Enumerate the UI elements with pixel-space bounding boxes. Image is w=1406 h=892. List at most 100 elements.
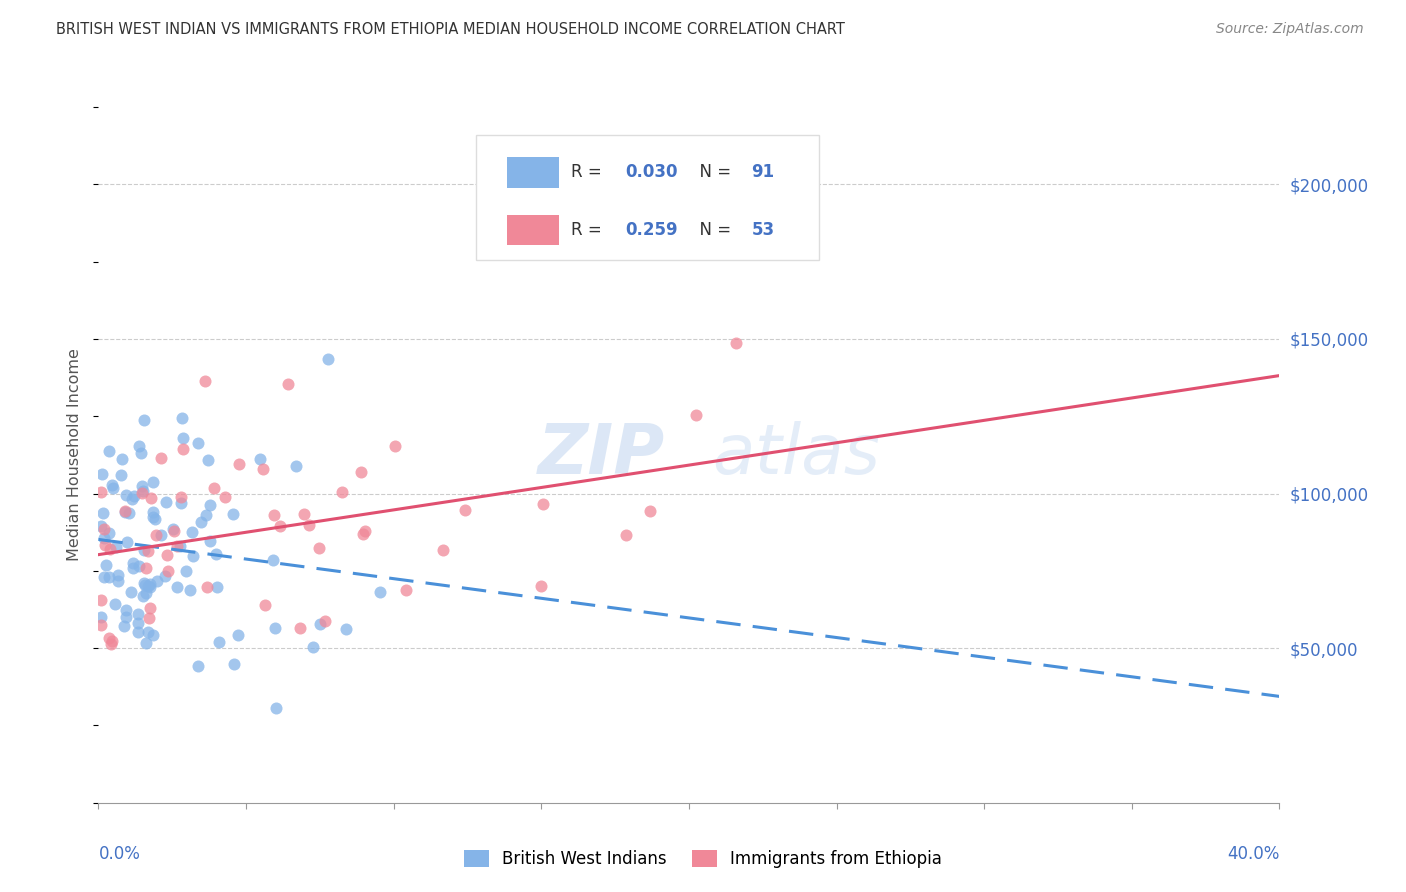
Point — [90, 518, 112, 533]
Point — [198, 498, 221, 512]
Point — [100, 477, 122, 491]
Point — [142, 628, 165, 642]
Point — [93, 522, 115, 536]
Point — [156, 565, 179, 579]
Point — [176, 564, 198, 578]
Point — [170, 496, 193, 510]
Point — [127, 625, 149, 640]
Point — [142, 505, 165, 519]
FancyBboxPatch shape — [477, 135, 818, 260]
Point — [100, 637, 122, 651]
Point — [228, 457, 250, 471]
Text: 0.0%: 0.0% — [98, 845, 141, 863]
Point — [101, 481, 124, 495]
Point — [138, 577, 160, 591]
Point — [614, 528, 637, 542]
Point — [121, 491, 143, 506]
Point — [179, 583, 201, 598]
Point — [114, 603, 136, 617]
Point — [98, 542, 121, 557]
Point — [93, 570, 115, 584]
Text: 91: 91 — [752, 163, 775, 181]
Point — [131, 478, 153, 492]
Point — [117, 534, 139, 549]
Text: atlas: atlas — [713, 421, 880, 489]
Point — [150, 527, 173, 541]
Text: Source: ZipAtlas.com: Source: ZipAtlas.com — [1216, 22, 1364, 37]
Point — [90, 484, 112, 499]
Point — [135, 636, 157, 650]
Point — [531, 497, 554, 511]
Point — [195, 580, 218, 594]
Point — [316, 352, 339, 367]
Point — [162, 522, 184, 536]
Point — [145, 512, 167, 526]
Point — [269, 519, 291, 533]
Point — [301, 640, 323, 654]
Text: ZIP: ZIP — [538, 421, 665, 489]
Point — [122, 489, 145, 503]
Point — [98, 525, 121, 540]
FancyBboxPatch shape — [508, 215, 560, 245]
Point — [166, 581, 188, 595]
Point — [432, 542, 454, 557]
Point — [114, 504, 136, 518]
Point — [249, 451, 271, 466]
Point — [131, 485, 153, 500]
Point — [155, 495, 177, 509]
Point — [132, 589, 155, 603]
Point — [94, 558, 117, 572]
Text: N =: N = — [689, 163, 737, 181]
Point — [97, 570, 120, 584]
Point — [352, 527, 374, 541]
Point — [353, 524, 375, 538]
Point — [226, 628, 249, 642]
Point — [134, 578, 156, 592]
Point — [314, 614, 336, 628]
Point — [685, 409, 707, 423]
Point — [181, 525, 204, 540]
Point — [107, 574, 129, 588]
Point — [121, 556, 143, 570]
Text: R =: R = — [571, 221, 607, 239]
Point — [724, 335, 747, 350]
Point — [90, 618, 112, 632]
Point — [292, 507, 315, 521]
Point — [111, 451, 134, 466]
Point — [308, 617, 330, 632]
Point — [153, 569, 176, 583]
Point — [172, 411, 194, 425]
Point — [107, 567, 129, 582]
Point — [454, 503, 477, 517]
Point — [93, 538, 115, 552]
Point — [98, 444, 121, 458]
Point — [127, 615, 149, 630]
Point — [155, 549, 177, 563]
Point — [93, 531, 115, 545]
Point — [170, 490, 193, 504]
Point — [530, 578, 553, 592]
Point — [264, 701, 287, 715]
Point — [135, 586, 157, 600]
Point — [115, 610, 138, 624]
Text: BRITISH WEST INDIAN VS IMMIGRANTS FROM ETHIOPIA MEDIAN HOUSEHOLD INCOME CORRELAT: BRITISH WEST INDIAN VS IMMIGRANTS FROM E… — [56, 22, 845, 37]
Point — [136, 543, 159, 558]
Point — [98, 632, 121, 646]
Point — [187, 658, 209, 673]
Point — [214, 490, 236, 504]
Point — [298, 517, 321, 532]
Point — [207, 635, 229, 649]
Point — [290, 621, 312, 635]
Point — [129, 445, 152, 459]
Point — [91, 467, 114, 482]
Point — [207, 580, 229, 594]
Point — [127, 607, 149, 621]
Point — [105, 540, 128, 554]
Point — [114, 488, 136, 502]
Text: 0.030: 0.030 — [626, 163, 678, 181]
Legend: British West Indians, Immigrants from Ethiopia: British West Indians, Immigrants from Et… — [457, 843, 949, 875]
Point — [142, 510, 165, 524]
Point — [335, 622, 357, 636]
Point — [194, 374, 217, 388]
Point — [163, 524, 186, 538]
